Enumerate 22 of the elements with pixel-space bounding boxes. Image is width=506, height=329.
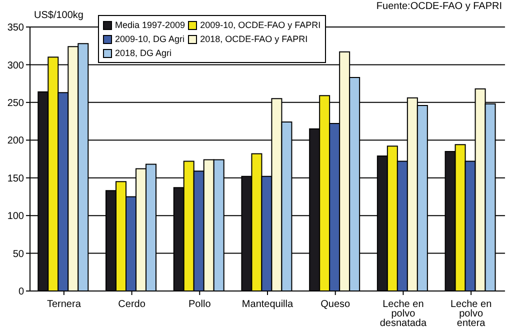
x-tick-label: Queso [320, 299, 351, 310]
y-tick-label: 300 [7, 60, 24, 72]
x-tick-label: Ternera [46, 299, 82, 310]
y-tick-label: 200 [7, 136, 24, 147]
y-axis-title: US$/100kg [34, 10, 84, 21]
legend-label: 2018, OCDE-FAO y FAPRI [200, 34, 308, 44]
source-note: Fuente:OCDE-FAO y FAPRI [376, 1, 502, 12]
x-tick-label: Leche en polvo entera [450, 299, 492, 329]
legend-label: 2009-10, DG Agri [115, 34, 185, 44]
x-tick-label: Mantequilla [242, 299, 294, 310]
x-tick-label: Pollo [188, 299, 212, 310]
legend-label: 2009-10, OCDE-FAO y FAPRI [200, 20, 321, 30]
y-tick-label: 0 [18, 286, 24, 298]
legend-label: 2018, DG Agri [115, 48, 172, 58]
y-tick-label: 100 [7, 211, 24, 222]
y-tick-label: 150 [7, 173, 24, 184]
legend-label: Media 1997-2009 [115, 20, 186, 30]
y-tick-label: 350 [7, 22, 24, 34]
y-tick-label: 250 [7, 98, 24, 109]
x-tick-label: Leche en polvo desnatada [380, 299, 427, 329]
y-tick-label: 50 [12, 248, 24, 260]
x-tick-label: Cerdo [118, 299, 146, 310]
